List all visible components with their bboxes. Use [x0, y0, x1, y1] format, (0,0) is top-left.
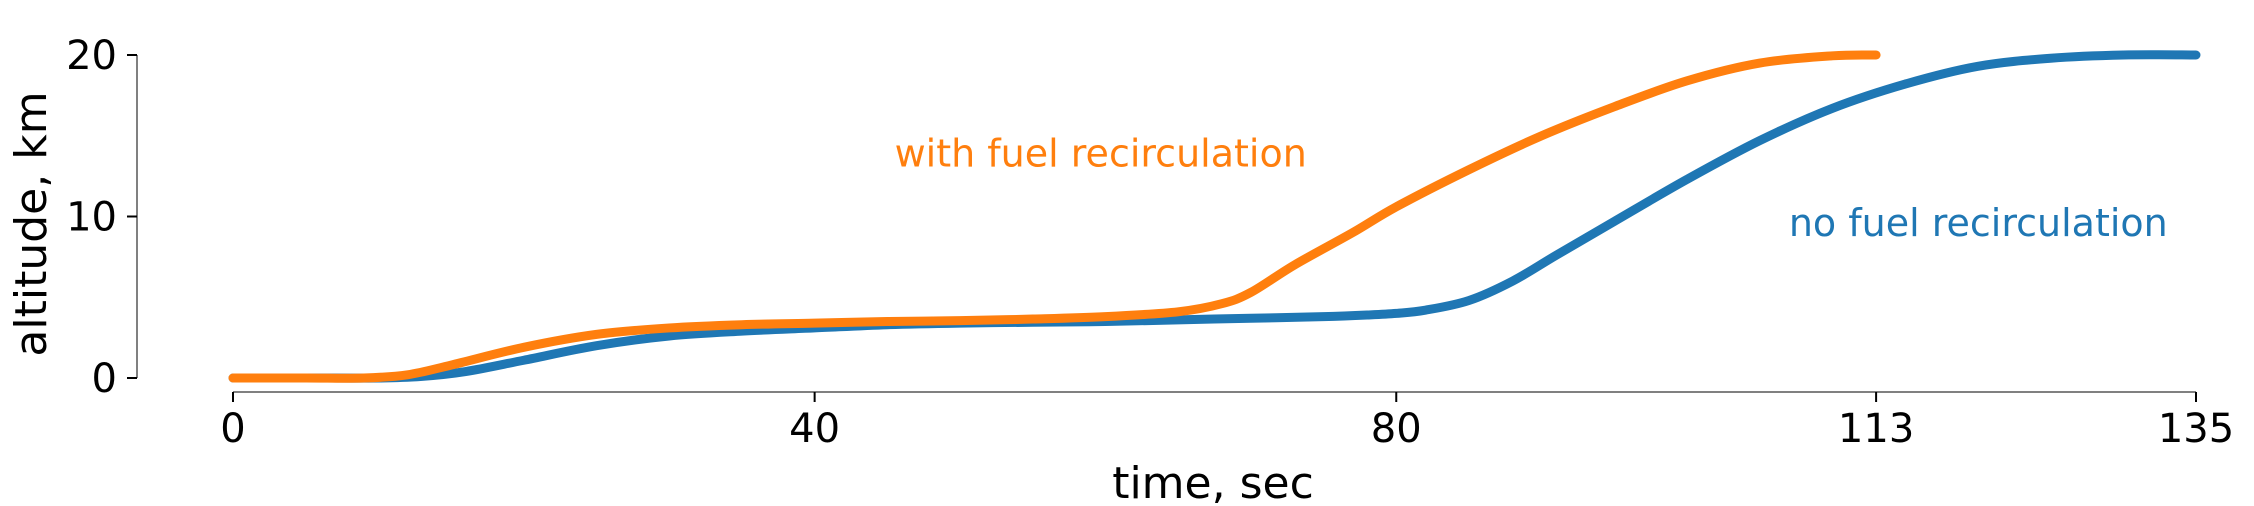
- x-tick-label: 80: [1371, 406, 1422, 452]
- x-tick-label: 0: [220, 406, 245, 452]
- series-label: with fuel recirculation: [895, 131, 1307, 175]
- x-axis-title: time, sec: [1112, 458, 1314, 506]
- x-tick-label: 135: [2158, 406, 2234, 452]
- axes: 0 40 80 113 135 0 10 20: [66, 33, 2234, 452]
- y-tick-label: 0: [92, 356, 117, 402]
- y-tick-label: 10: [66, 195, 117, 241]
- series-line-no-fuel-recirculation: [228, 50, 2201, 383]
- y-axis-title: altitude, km: [6, 91, 57, 356]
- series-line-with-fuel-recirculation: [228, 50, 1881, 383]
- series-labels: no fuel recirculation with fuel recircula…: [895, 131, 2168, 244]
- y-tick-label: 20: [66, 33, 117, 79]
- x-tick-label: 40: [789, 406, 840, 452]
- y-axis-ticks: 0 10 20: [66, 33, 137, 402]
- x-tick-label: 113: [1838, 406, 1914, 452]
- x-axis-ticks: 0 40 80 113 135: [220, 392, 2234, 452]
- series-lines: [228, 50, 2201, 383]
- series-label: no fuel recirculation: [1789, 201, 2168, 245]
